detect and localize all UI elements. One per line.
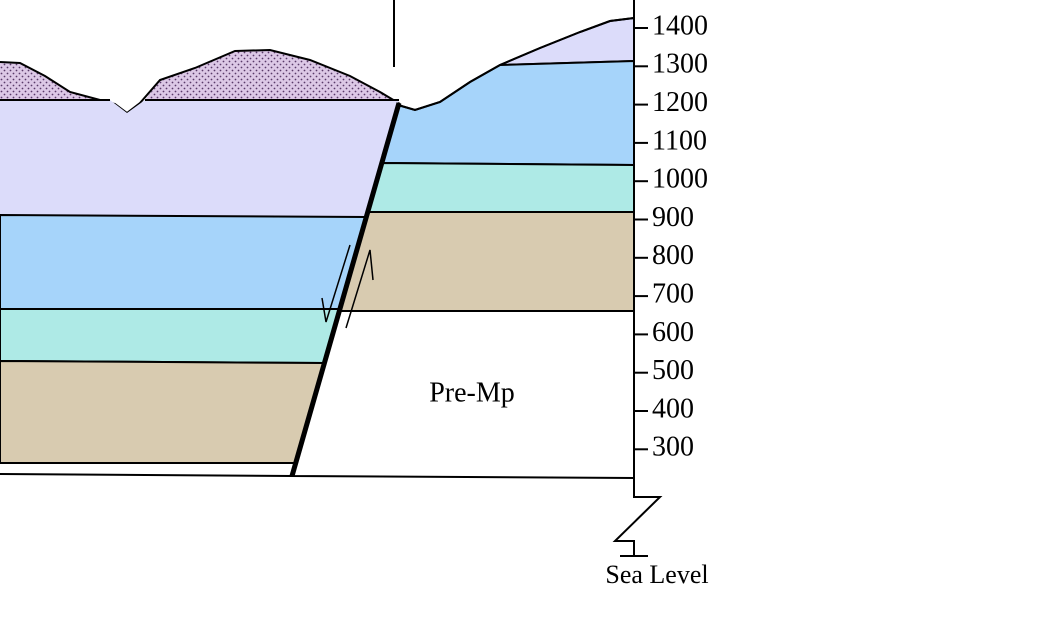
tick-label: 1000: [652, 164, 708, 195]
layer-purple: [0, 100, 399, 217]
tick-label: 1200: [652, 87, 708, 118]
tick-label: 800: [652, 240, 694, 271]
tick-label: 300: [652, 432, 694, 463]
tick-label: 1300: [652, 49, 708, 80]
cross-section: Pre-Mp Sea Level 1400 1300 1200 1100 1000 900…: [0, 0, 1047, 623]
tick-label: 1100: [652, 125, 707, 156]
layer-blue: [0, 215, 366, 309]
tick-label: 700: [652, 279, 694, 310]
tick-label: 600: [652, 317, 694, 348]
layer-tan: [0, 361, 324, 463]
tick-label: 900: [652, 202, 694, 233]
tick-label: 500: [652, 355, 694, 386]
hill: [0, 62, 100, 100]
tick-label: 400: [652, 393, 694, 424]
layer-blue: [381, 61, 634, 165]
layer-cyan: [0, 309, 340, 363]
layer-purple: [500, 18, 634, 65]
base-line: [0, 474, 292, 476]
layer-tan: [339, 212, 634, 311]
unit-label: Pre-Mp: [429, 377, 515, 408]
tick-label: 1400: [652, 10, 708, 41]
datum-label: Sea Level: [605, 560, 708, 589]
layer-cyan: [367, 163, 634, 212]
hill: [145, 50, 396, 100]
